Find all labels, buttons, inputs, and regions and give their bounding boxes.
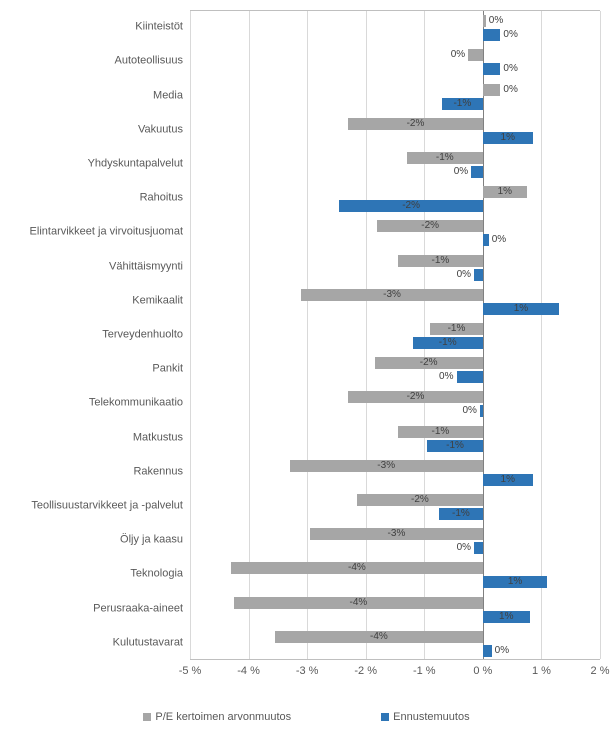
x-tick-label: 1 % [532, 665, 551, 677]
bar-value-label: 0% [454, 166, 468, 178]
bar-value-label: 1% [501, 132, 515, 144]
category-label: Media [3, 89, 183, 102]
category-label: Telekommunikaatio [3, 397, 183, 410]
legend-swatch-pe [143, 713, 151, 721]
bar-value-label: 0% [492, 234, 506, 246]
legend-label-est: Ennustemuutos [393, 711, 469, 723]
bar-est [483, 645, 492, 657]
bar-value-label: 1% [514, 303, 528, 315]
bar-value-label: 1% [501, 474, 515, 486]
category-label: Rakennus [3, 465, 183, 478]
bar-est [471, 166, 483, 178]
legend-item-pe: P/E kertoimen arvonmuutos [143, 711, 291, 723]
bar-value-label: 1% [508, 576, 522, 588]
category-label: Terveydenhuolto [3, 328, 183, 341]
bar-value-label: -1% [431, 426, 449, 438]
bar-est [483, 63, 501, 75]
bar-value-label: -2% [402, 200, 420, 212]
bar-value-label: 0% [457, 269, 471, 281]
bar-value-label: -1% [448, 323, 466, 335]
category-label: Perusraaka-aineet [3, 602, 183, 615]
category-label: Kulutustavarat [3, 636, 183, 649]
bar-value-label: -2% [421, 220, 439, 232]
plot-area: 0%0%0%0%0%-1%-2%1%-1%0%1%-2%-2%0%-1%0%-3… [190, 10, 600, 660]
bar-value-label: -1% [452, 508, 470, 520]
bar-value-label: -2% [420, 357, 438, 369]
category-label: Kemikaalit [3, 294, 183, 307]
x-tick-label: -4 % [237, 665, 260, 677]
bar-value-label: -2% [407, 391, 425, 403]
category-label: Rahoitus [3, 192, 183, 205]
bar-value-label: -4% [370, 631, 388, 643]
x-tick-label: -5 % [179, 665, 202, 677]
x-tick-label: 0 % [473, 665, 492, 677]
chart-container: 0%0%0%0%0%-1%-2%1%-1%0%1%-2%-2%0%-1%0%-3… [0, 0, 613, 735]
category-label: Elintarvikkeet ja virvoitusjuomat [3, 226, 183, 239]
x-tick-label: -3 % [296, 665, 319, 677]
bar-value-label: -1% [446, 440, 464, 452]
category-label: Yhdyskuntapalvelut [3, 157, 183, 170]
bar-value-label: 0% [462, 405, 476, 417]
bar-est [474, 542, 483, 554]
bar-value-label: -3% [377, 460, 395, 472]
legend-swatch-est [381, 713, 389, 721]
bar-est [483, 234, 489, 246]
bar-value-label: 0% [503, 63, 517, 75]
bar-value-label: 1% [499, 611, 513, 623]
bar-est [480, 405, 483, 417]
bar-value-label: 0% [503, 84, 517, 96]
legend-label-pe: P/E kertoimen arvonmuutos [155, 711, 291, 723]
bar-value-label: 0% [495, 645, 509, 657]
bar-pe [468, 49, 483, 61]
gridline [541, 11, 542, 659]
x-tick-label: -1 % [413, 665, 436, 677]
bar-value-label: 0% [451, 49, 465, 61]
bar-pe [483, 84, 501, 96]
category-label: Pankit [3, 363, 183, 376]
bar-est [457, 371, 483, 383]
bar-value-label: -1% [453, 98, 471, 110]
axis-zero-line [483, 11, 484, 659]
category-label: Kiinteistöt [3, 21, 183, 34]
bar-value-label: -2% [411, 494, 429, 506]
bar-est [474, 269, 483, 281]
category-label: Teollisuustarvikkeet ja -palvelut [3, 499, 183, 512]
gridline [600, 11, 601, 659]
bar-est [483, 29, 501, 41]
bar-value-label: 0% [503, 29, 517, 41]
legend: P/E kertoimen arvonmuutos Ennustemuutos [0, 711, 613, 723]
bar-value-label: 0% [457, 542, 471, 554]
category-label: Autoteollisuus [3, 55, 183, 68]
bar-value-label: -4% [349, 597, 367, 609]
bar-pe [483, 15, 486, 27]
bar-value-label: -3% [388, 528, 406, 540]
x-tick-label: 2 % [591, 665, 610, 677]
category-label: Matkustus [3, 431, 183, 444]
category-label: Öljy ja kaasu [3, 534, 183, 547]
bar-value-label: -3% [383, 289, 401, 301]
bar-value-label: -4% [348, 562, 366, 574]
category-label: Vakuutus [3, 123, 183, 136]
bar-value-label: -2% [407, 118, 425, 130]
bar-value-label: -1% [436, 152, 454, 164]
gridline [190, 11, 191, 659]
bar-value-label: 1% [498, 186, 512, 198]
legend-item-est: Ennustemuutos [381, 711, 469, 723]
category-label: Teknologia [3, 568, 183, 581]
bar-value-label: 0% [489, 15, 503, 27]
bar-value-label: -1% [439, 337, 457, 349]
category-label: Vähittäismyynti [3, 260, 183, 273]
bar-value-label: -1% [431, 255, 449, 267]
x-tick-label: -2 % [354, 665, 377, 677]
bar-value-label: 0% [439, 371, 453, 383]
